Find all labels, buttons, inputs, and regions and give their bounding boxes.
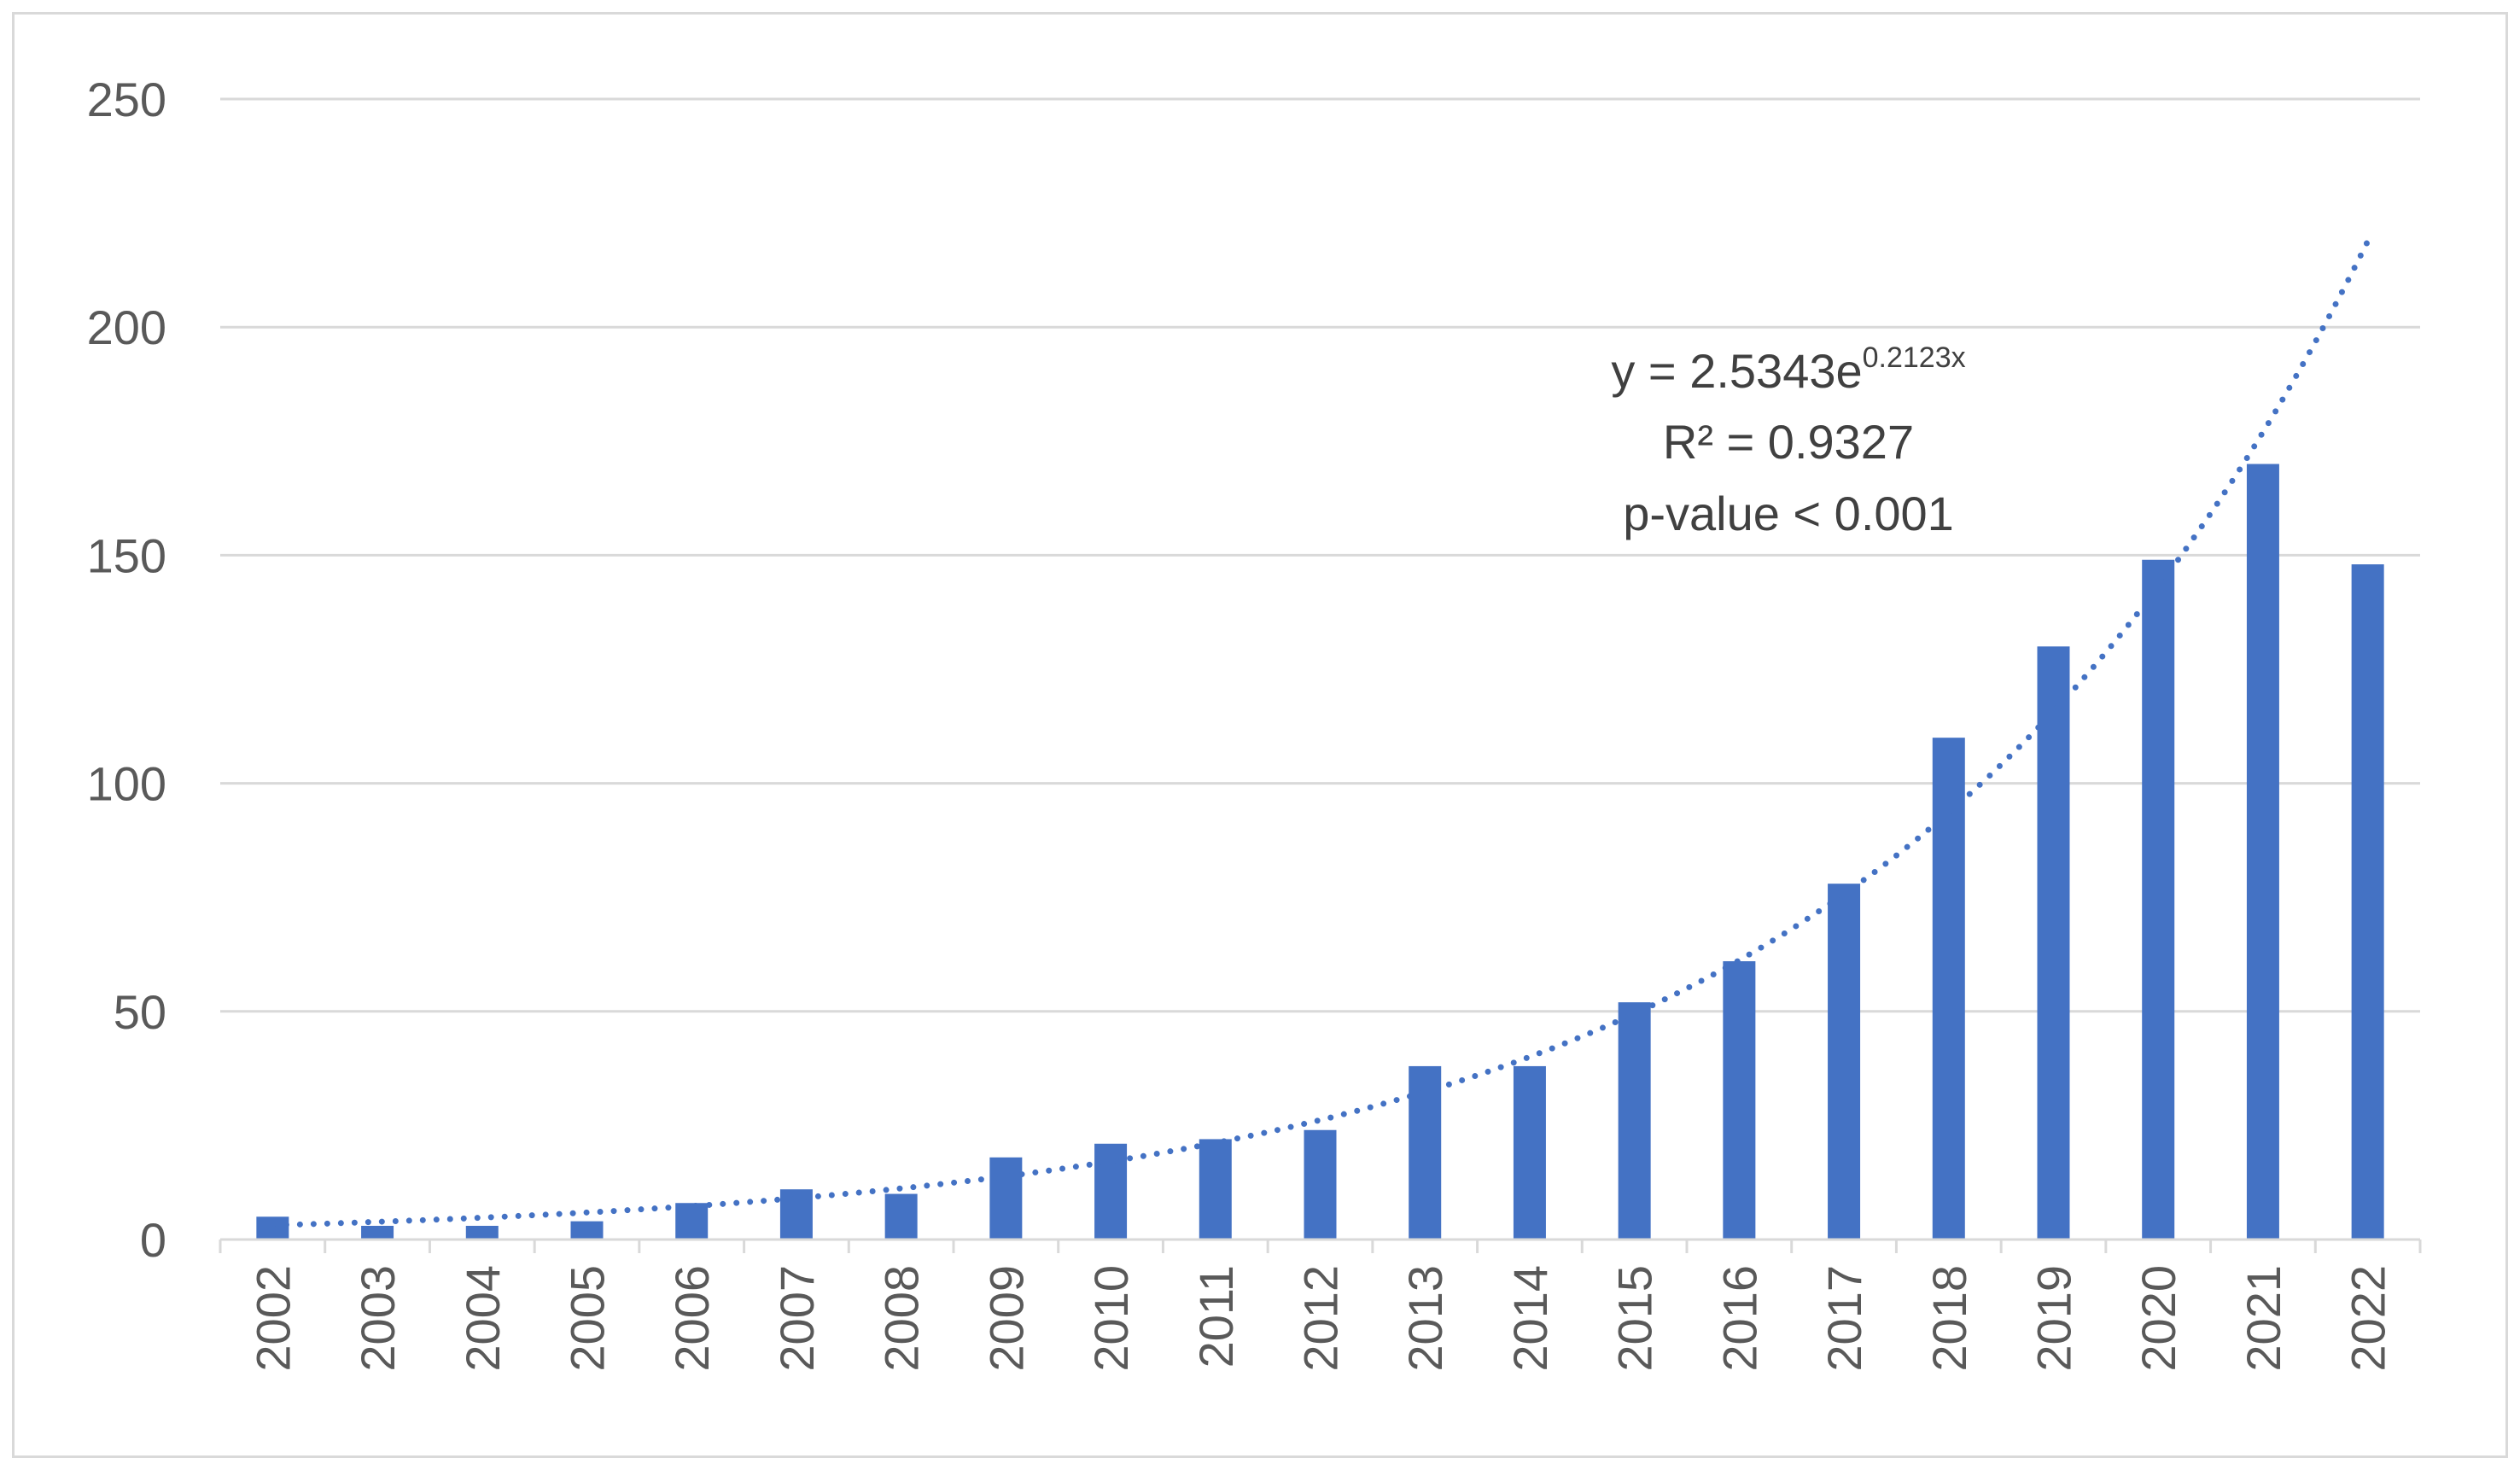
x-axis <box>219 1238 2422 1253</box>
trendline-equation-exponent: 0.2123x <box>1863 341 1966 374</box>
x-tick-label-2005: 2005 <box>561 1265 615 1372</box>
bar-2011 <box>1199 1139 1232 1240</box>
y-tick-label-100: 100 <box>87 757 166 811</box>
trendline-equation-main: y = 2.5343e <box>1611 344 1862 398</box>
bar-2005 <box>570 1221 604 1240</box>
x-tick-label-2020: 2020 <box>2132 1265 2185 1372</box>
bar-2004 <box>465 1225 499 1240</box>
bar-2012 <box>1304 1129 1337 1240</box>
x-tick-label-2008: 2008 <box>875 1265 929 1372</box>
bar-2013 <box>1409 1065 1442 1240</box>
bar-2009 <box>989 1157 1023 1240</box>
x-tick-label-2003: 2003 <box>351 1265 405 1372</box>
bar-2021 <box>2246 464 2279 1240</box>
x-tick-label-2011: 2011 <box>1189 1265 1243 1368</box>
x-tick-label-2017: 2017 <box>1817 1265 1871 1372</box>
gridlines <box>220 97 2420 1013</box>
y-tick-label-0: 0 <box>140 1213 166 1267</box>
bar-2010 <box>1094 1143 1128 1240</box>
bar-2016 <box>1723 961 1756 1240</box>
x-tick-label-2009: 2009 <box>979 1265 1033 1372</box>
trendline-equation: y = 2.5343e0.2123x <box>1611 341 1965 398</box>
bar-2015 <box>1618 1002 1651 1240</box>
x-tick-label-2012: 2012 <box>1294 1265 1348 1372</box>
bar-2022 <box>2351 564 2384 1240</box>
trendline <box>269 238 2371 1228</box>
x-tick-label-2015: 2015 <box>1608 1265 1662 1372</box>
trendline-annotation: y = 2.5343e0.2123x R² = 0.9327 p-value <… <box>1611 341 1965 540</box>
bar-2003 <box>361 1225 394 1240</box>
x-tick-label-2010: 2010 <box>1084 1265 1138 1372</box>
y-tick-label-200: 200 <box>87 300 166 354</box>
x-tick-label-2019: 2019 <box>2027 1265 2081 1372</box>
x-tick-label-2007: 2007 <box>770 1265 824 1372</box>
x-tick-label-2013: 2013 <box>1398 1265 1452 1372</box>
chart-frame <box>12 12 2508 1458</box>
y-tick-label-50: 50 <box>114 985 166 1039</box>
x-tick-label-2018: 2018 <box>1922 1265 1976 1372</box>
y-tick-label-150: 150 <box>87 528 166 582</box>
bar-2019 <box>2037 646 2070 1240</box>
y-tick-label-250: 250 <box>87 73 166 126</box>
x-tick-label-2021: 2021 <box>2237 1265 2290 1372</box>
x-tick-label-2022: 2022 <box>2342 1265 2395 1372</box>
bars <box>256 464 2384 1240</box>
bar-2007 <box>779 1189 813 1240</box>
x-tick-label-2002: 2002 <box>246 1265 300 1372</box>
bar-2017 <box>1828 884 1861 1240</box>
x-tick-label-2014: 2014 <box>1503 1265 1557 1372</box>
r-squared-label: R² = 0.9327 <box>1663 415 1914 469</box>
trendline-path <box>269 238 2371 1228</box>
p-value-label: p-value < 0.001 <box>1623 487 1954 540</box>
bar-2020 <box>2142 559 2175 1240</box>
x-tick-label-2016: 2016 <box>1712 1265 1766 1372</box>
x-tick-label-2004: 2004 <box>456 1265 510 1372</box>
y-axis-tick-labels: 0 50 100 150 200 250 <box>87 73 166 1267</box>
x-axis-tick-labels: 2002 2003 2004 2005 2006 2007 2008 2009 2010 2011… <box>246 1265 2395 1372</box>
bar-2014 <box>1513 1065 1546 1240</box>
x-tick-label-2006: 2006 <box>665 1265 719 1372</box>
bar-2008 <box>884 1193 918 1240</box>
